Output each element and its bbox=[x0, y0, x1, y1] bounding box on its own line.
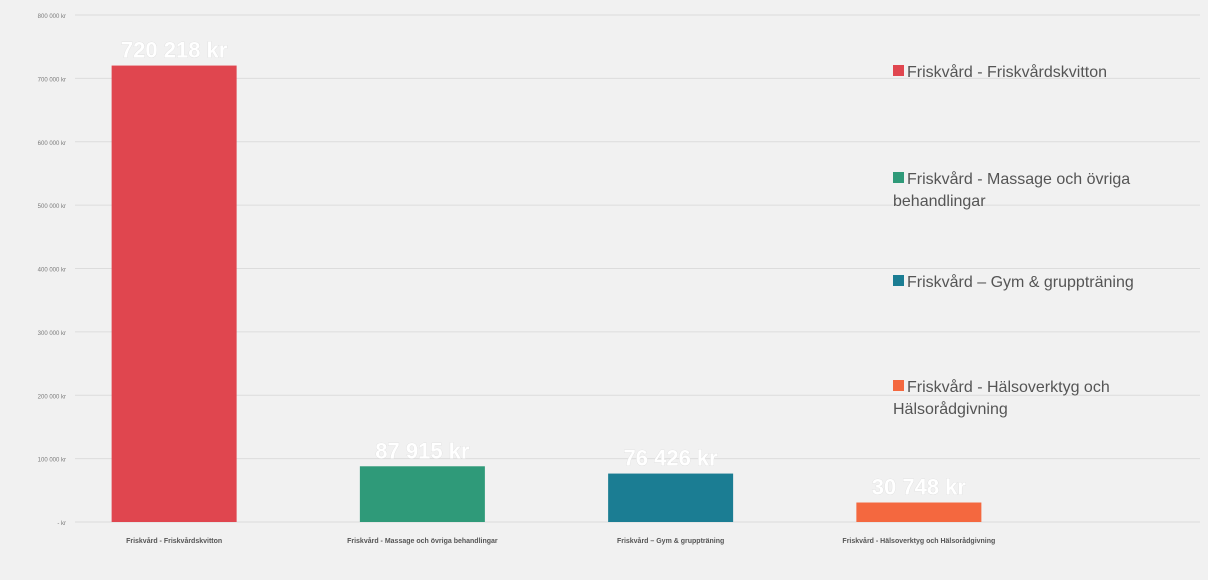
data-label: 30 748 kr bbox=[872, 475, 967, 500]
y-tick-label: 300 000 kr bbox=[38, 331, 66, 337]
bar bbox=[608, 473, 734, 522]
bar bbox=[359, 466, 485, 522]
legend-label: Friskvård – Gym & gruppträning bbox=[907, 274, 1134, 291]
legend-item-massage: Friskvård - Massage och övriga behandlin… bbox=[893, 169, 1193, 213]
x-tick-label: Friskvård - Friskvårdskvitton bbox=[126, 537, 222, 545]
legend-swatch-icon bbox=[893, 172, 904, 183]
bars bbox=[111, 65, 982, 523]
y-tick-label: 200 000 kr bbox=[38, 394, 66, 400]
legend-swatch-icon bbox=[893, 275, 904, 286]
gridlines bbox=[75, 14, 1200, 523]
y-tick-label: 400 000 kr bbox=[38, 268, 66, 274]
chart-legend: Friskvård - Friskvårdskvitton Friskvård … bbox=[893, 0, 1193, 580]
data-label: 87 915 kr bbox=[375, 438, 470, 463]
legend-label: Friskvård - Friskvårdskvitton bbox=[907, 64, 1108, 81]
legend-label: Friskvård - Massage och övriga behandlin… bbox=[893, 171, 1131, 210]
x-tick-label: Friskvård - Hälsoverktyg och Hälsorådgiv… bbox=[842, 537, 995, 545]
legend-swatch-icon bbox=[893, 65, 904, 76]
legend-swatch-icon bbox=[893, 380, 904, 391]
bar bbox=[111, 65, 237, 523]
y-tick-label: 500 000 kr bbox=[38, 204, 66, 210]
legend-item-halsoverktyg: Friskvård - Hälsoverktyg och Hälsorådgiv… bbox=[893, 377, 1193, 421]
data-labels: 720 218 kr 87 915 kr 76 426 kr 30 748 kr bbox=[121, 37, 967, 500]
x-tick-label: Friskvård – Gym & gruppträning bbox=[617, 537, 724, 545]
legend-item-gym: Friskvård – Gym & gruppträning bbox=[893, 272, 1193, 294]
x-tick-label: Friskvård - Massage och övriga behandlin… bbox=[347, 537, 498, 545]
y-tick-label: 100 000 kr bbox=[38, 458, 66, 464]
y-tick-label: 600 000 kr bbox=[38, 141, 66, 147]
y-tick-label: 800 000 kr bbox=[38, 14, 66, 20]
data-label: 76 426 kr bbox=[624, 446, 719, 471]
x-axis-ticks: Friskvård - Friskvårdskvitton Friskvård -… bbox=[126, 537, 995, 545]
data-label: 720 218 kr bbox=[121, 38, 228, 63]
y-tick-label: - kr bbox=[57, 521, 66, 527]
legend-item-friskvardskvitton: Friskvård - Friskvårdskvitton bbox=[893, 62, 1193, 84]
y-tick-label: 700 000 kr bbox=[38, 77, 66, 83]
bar bbox=[856, 502, 982, 522]
y-axis-ticks: - kr 100 000 kr 200 000 kr 300 000 kr 400 00… bbox=[38, 14, 66, 527]
legend-label: Friskvård - Hälsoverktyg och Hälsorådgiv… bbox=[893, 379, 1110, 418]
